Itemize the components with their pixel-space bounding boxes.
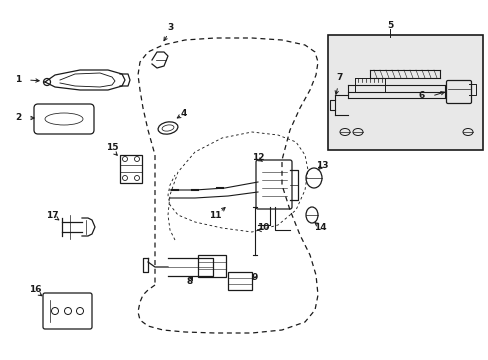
Text: 11: 11 <box>208 211 221 220</box>
Text: 17: 17 <box>45 211 58 220</box>
Text: 13: 13 <box>315 161 327 170</box>
Text: 15: 15 <box>105 144 118 153</box>
Bar <box>120 155 142 183</box>
Bar <box>327 35 482 150</box>
Text: 8: 8 <box>186 278 193 287</box>
Text: 2: 2 <box>15 113 21 122</box>
Text: 6: 6 <box>418 91 424 100</box>
Text: 5: 5 <box>386 21 392 30</box>
Text: 7: 7 <box>336 73 343 82</box>
Text: 16: 16 <box>29 285 41 294</box>
Text: 9: 9 <box>251 274 258 283</box>
Text: 1: 1 <box>15 76 21 85</box>
Bar <box>227 272 251 290</box>
Text: 12: 12 <box>251 153 264 162</box>
Bar <box>198 255 225 277</box>
Text: 14: 14 <box>313 224 325 233</box>
Text: 3: 3 <box>166 23 173 32</box>
Text: 4: 4 <box>181 108 187 117</box>
Text: 10: 10 <box>256 224 268 233</box>
